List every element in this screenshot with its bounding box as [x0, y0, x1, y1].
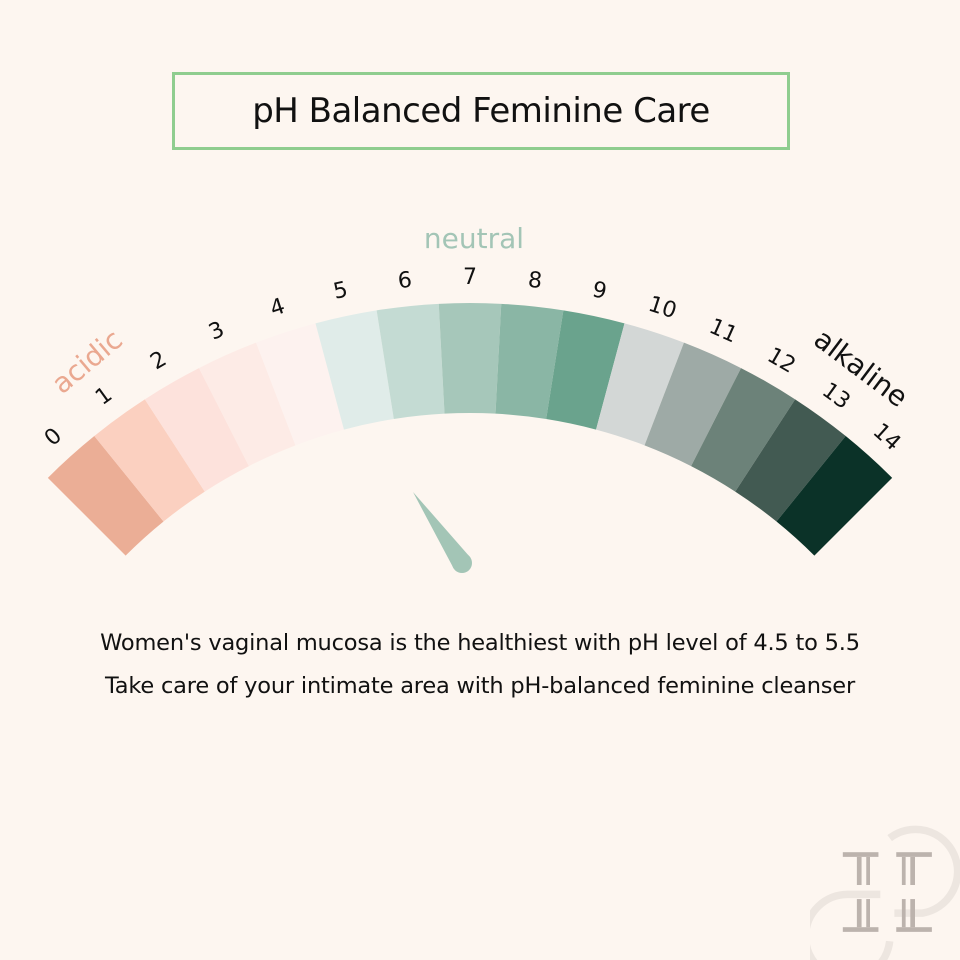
- ph-segment-10: [596, 323, 684, 446]
- ph-tick-label: 11: [705, 314, 741, 348]
- acidic-label: acidic: [45, 323, 128, 401]
- ph-tick-label: 10: [645, 292, 679, 324]
- needle: [413, 492, 472, 573]
- ph-segment-14: [776, 436, 893, 556]
- needle-pointer: [413, 492, 471, 569]
- ph-segment-13: [735, 399, 846, 522]
- ph-tick-label: 0: [40, 423, 67, 451]
- ph-tick-label: 2: [146, 347, 171, 376]
- ph-tick-label: 9: [590, 277, 609, 304]
- ph-segment-12: [691, 368, 796, 492]
- double-h-monogram-logo: [810, 825, 960, 960]
- ph-tick-label: 14: [868, 419, 906, 456]
- ph-tick-label: 8: [527, 268, 544, 294]
- ph-tick-label: 1: [91, 382, 117, 410]
- ph-segment-4: [256, 323, 344, 446]
- ph-segment-7: [438, 303, 502, 414]
- ph-segment-3: [198, 342, 296, 467]
- page-title: pH Balanced Feminine Care: [252, 91, 710, 131]
- caption-line-2: Take care of your intimate area with pH-…: [104, 673, 855, 699]
- ph-segment-0: [47, 436, 164, 556]
- needle-pivot: [452, 553, 472, 573]
- ph-tick-label: 5: [331, 277, 350, 304]
- ph-tick-label: 13: [817, 378, 854, 415]
- ph-tick-label: 3: [205, 317, 228, 346]
- neutral-label: neutral: [424, 222, 524, 255]
- ph-segment-1: [94, 399, 205, 522]
- ph-segment-2: [144, 368, 249, 492]
- caption-line-1: Women's vaginal mucosa is the healthiest…: [100, 630, 860, 656]
- ph-segment-11: [644, 342, 742, 467]
- ph-tick-label: 6: [397, 268, 414, 294]
- ph-segment-6: [376, 303, 445, 419]
- title-box: pH Balanced Feminine Care: [172, 72, 790, 150]
- ph-tick-label: 7: [463, 265, 477, 290]
- ph-tick-label: 4: [267, 294, 288, 322]
- ph-segment-9: [546, 310, 625, 430]
- ph-segment-8: [495, 303, 564, 419]
- ph-tick-label: 12: [763, 343, 800, 379]
- ph-segment-5: [315, 310, 394, 430]
